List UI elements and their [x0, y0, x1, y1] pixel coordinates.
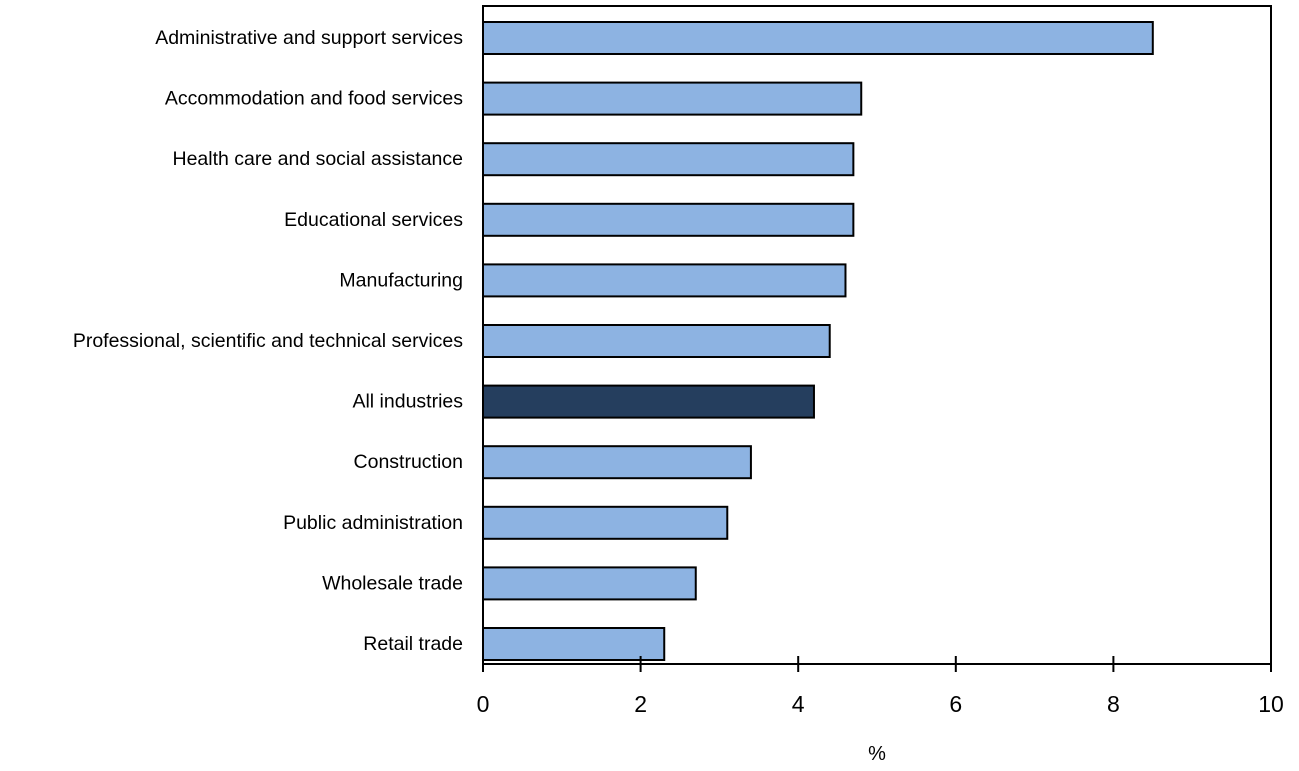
axes — [482, 5, 1272, 665]
bar-professional-scientific-and-technical-services — [482, 324, 831, 358]
bar-wholesale-trade — [482, 566, 697, 601]
bar-educational-services — [482, 202, 855, 237]
category-label-health-care-and-social-assistance: Health care and social assistance — [173, 148, 464, 170]
plot-frame — [482, 5, 1272, 665]
bar-retail-trade — [482, 627, 666, 661]
bars-layer — [482, 21, 1154, 661]
x-tick-label: 6 — [949, 691, 962, 717]
x-tick-label: 0 — [477, 691, 490, 717]
bar-construction — [482, 445, 752, 480]
bar-manufacturing — [482, 263, 847, 298]
category-label-professional-scientific-and-technical-services: Professional, scientific and technical s… — [73, 330, 463, 352]
category-label-wholesale-trade: Wholesale trade — [322, 572, 463, 594]
x-tick-label: 4 — [792, 691, 805, 717]
category-label-educational-services: Educational services — [284, 209, 463, 231]
bar-all-industries — [482, 384, 815, 419]
bar-accommodation-and-food-services — [482, 81, 863, 116]
category-label-accommodation-and-food-services: Accommodation and food services — [165, 88, 463, 110]
category-label-manufacturing: Manufacturing — [339, 269, 463, 291]
category-label-retail-trade: Retail trade — [363, 633, 463, 655]
bar-health-care-and-social-assistance — [482, 142, 855, 177]
x-tick-label: 10 — [1258, 691, 1284, 717]
category-label-public-administration: Public administration — [283, 512, 463, 534]
x-ticks: 0 2 4 6 8 10 — [477, 656, 1284, 717]
bar-public-administration — [482, 505, 729, 540]
category-label-construction: Construction — [354, 451, 463, 473]
category-label-all-industries: All industries — [352, 391, 463, 413]
x-axis-title: % — [868, 743, 886, 765]
bar-administrative-and-support-services — [482, 21, 1154, 55]
x-tick-label: 8 — [1107, 691, 1120, 717]
x-tick-label: 2 — [634, 691, 647, 717]
category-label-administrative-and-support-services: Administrative and support services — [155, 27, 463, 49]
category-labels: Administrative and support services Accom… — [73, 27, 463, 655]
